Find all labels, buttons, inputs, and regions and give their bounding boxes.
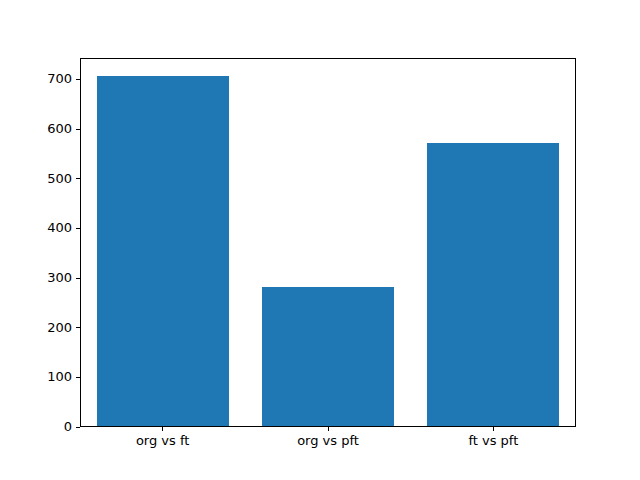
y-tick-label: 400: [30, 220, 72, 236]
y-tick-mark: [76, 278, 80, 279]
y-tick-label: 600: [30, 121, 72, 137]
y-tick-mark: [76, 178, 80, 179]
x-tick-label: ft vs pft: [423, 433, 563, 449]
y-tick-label: 700: [30, 71, 72, 87]
y-tick-mark: [76, 129, 80, 130]
y-tick-mark: [76, 79, 80, 80]
y-tick-mark: [76, 377, 80, 378]
y-tick-mark: [76, 427, 80, 428]
x-tick-mark: [162, 427, 163, 431]
y-tick-label: 200: [30, 320, 72, 336]
x-tick-label: org vs pft: [258, 433, 398, 449]
y-tick-label: 500: [30, 171, 72, 187]
y-tick-label: 300: [30, 270, 72, 286]
bar-chart-figure: 0 100 200 300 400 500 600 700 org vs ft org vs pf…: [0, 0, 640, 480]
x-tick-label: org vs ft: [93, 433, 233, 449]
x-tick-mark: [493, 427, 494, 431]
x-tick-mark: [328, 427, 329, 431]
y-tick-mark: [76, 327, 80, 328]
y-tick-label: 0: [30, 419, 72, 435]
y-tick-mark: [76, 228, 80, 229]
plot-area: [80, 58, 576, 427]
y-tick-label: 100: [30, 369, 72, 385]
